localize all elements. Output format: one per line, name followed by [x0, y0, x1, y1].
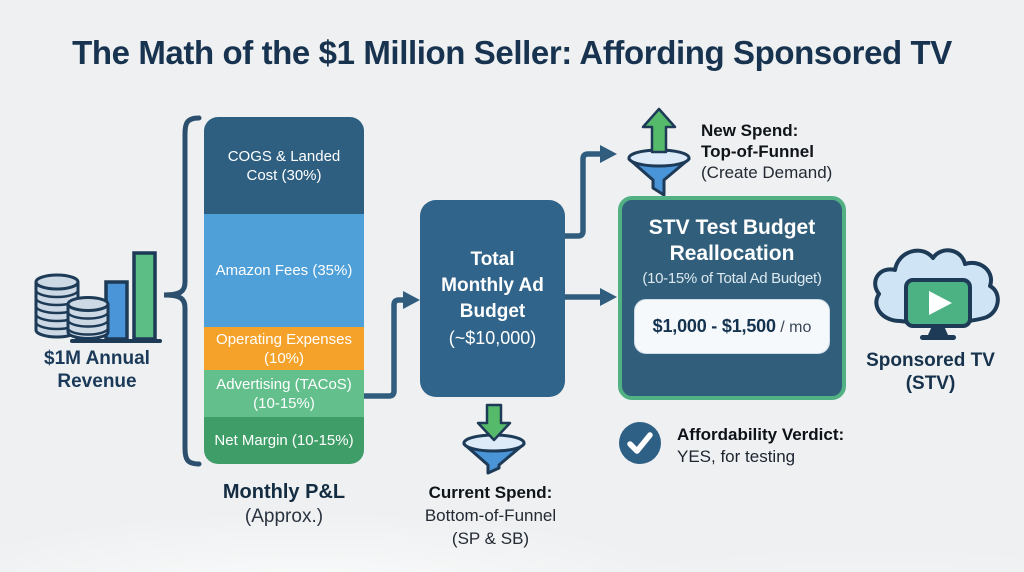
- pnl-caption-title: Monthly P&L: [222, 481, 346, 503]
- total-ad-budget-box: Total Monthly Ad Budget (~$10,000): [420, 200, 565, 397]
- new-spend-line1: New Spend:: [701, 121, 799, 140]
- check-circle-icon: [619, 422, 661, 464]
- pnl-segment-label: COGS & Landed Cost (30%): [227, 147, 341, 184]
- pnl-segment-advertising: Advertising (TACoS) (10-15%): [204, 370, 364, 417]
- coins-and-bar-chart-icon: [34, 251, 162, 343]
- new-spend-line3: (Create Demand): [701, 163, 833, 182]
- cloud-tv-play-icon: [873, 248, 1000, 340]
- revenue-label: $1M Annual Revenue: [22, 347, 172, 393]
- new-spend-line2: Top-of-Funnel: [701, 142, 814, 161]
- current-spend-line1: Current Spend:: [428, 483, 553, 502]
- verdict-line2: YES, for testing: [677, 447, 796, 466]
- up-arrow-out-of-funnel-icon: [627, 107, 691, 197]
- budget-line: Monthly Ad: [441, 274, 544, 296]
- stv-box-subtitle: (10-15% of Total Ad Budget): [642, 270, 822, 287]
- budget-line: Budget: [459, 300, 526, 322]
- new-spend-caption: New Spend: Top-of-Funnel (Create Demand): [701, 120, 901, 183]
- sponsored-tv-label-line1: Sponsored TV: [866, 350, 995, 371]
- down-arrow-into-funnel-icon: [462, 403, 526, 475]
- verdict-line1: Affordability Verdict:: [677, 425, 845, 444]
- arrow-budget-to-newspend: [561, 151, 603, 239]
- budget-amount: (~$10,000): [448, 327, 537, 348]
- pnl-segment-label: Amazon Fees (35%): [215, 262, 353, 279]
- stv-box-title: STV Test Budget Reallocation: [648, 216, 816, 265]
- page-title: The Math of the $1 Million Seller: Affor…: [72, 34, 952, 71]
- pnl-segment-label: Advertising (TACoS) (10-15%): [216, 375, 352, 412]
- stv-budget-box: STV Test Budget Reallocation (10-15% of …: [618, 196, 846, 400]
- stv-amount-value: $1,000 - $1,500: [652, 316, 776, 336]
- budget-line: Total: [470, 248, 515, 270]
- current-spend-line2: Bottom-of-Funnel: [424, 506, 557, 525]
- verdict-caption: Affordability Verdict: YES, for testing: [677, 424, 907, 468]
- pnl-caption-note: (Approx.): [244, 506, 324, 527]
- revenue-label-line1: $1M Annual: [44, 348, 150, 369]
- pnl-segment-label: Operating Expenses (10%): [216, 330, 352, 367]
- sponsored-tv-label-line2: (STV): [905, 373, 956, 394]
- pnl-segment-cogs: COGS & Landed Cost (30%): [204, 117, 364, 214]
- pnl-segment-amazon-fees: Amazon Fees (35%): [204, 214, 364, 327]
- sponsored-tv-label: Sponsored TV (STV): [848, 349, 1013, 395]
- revenue-label-line2: Revenue: [57, 371, 137, 392]
- pnl-stacked-bar: COGS & Landed Cost (30%) Amazon Fees (35…: [204, 117, 364, 464]
- stv-amount-suffix: / mo: [780, 319, 812, 336]
- current-spend-line3: (SP & SB): [451, 529, 530, 548]
- current-spend-caption: Current Spend: Bottom-of-Funnel (SP & SB…: [378, 481, 603, 550]
- pnl-caption: Monthly P&L (Approx.): [204, 480, 364, 529]
- pnl-segment-label: Net Margin (10-15%): [214, 432, 354, 449]
- pnl-segment-net-margin: Net Margin (10-15%): [204, 417, 364, 464]
- pnl-segment-operating-expenses: Operating Expenses (10%): [204, 327, 364, 370]
- arrow-bar-to-budget: [359, 297, 406, 399]
- brace-connector: [163, 115, 202, 467]
- stv-amount-box: $1,000 - $1,500 / mo: [634, 299, 830, 354]
